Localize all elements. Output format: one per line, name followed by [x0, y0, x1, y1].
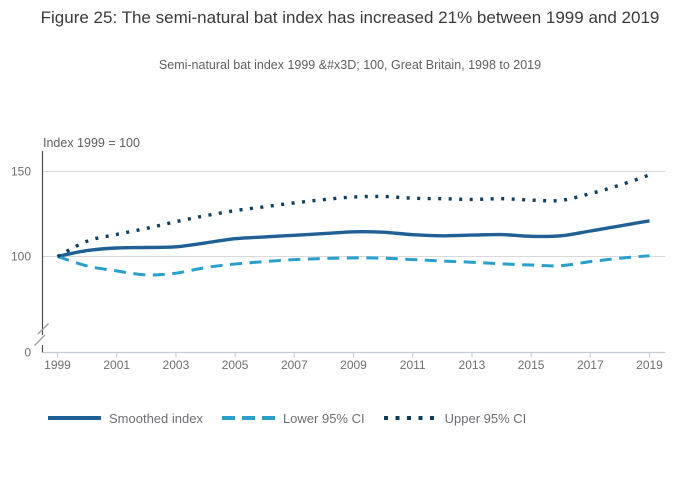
chart-legend: Smoothed index Lower 95% CI Upper 95% CI: [48, 409, 526, 427]
axis-break-icon: [34, 334, 46, 346]
line-chart: 1999 2001 2003 2005 2007 2009 2011 2013 2015 2017…: [11, 136, 666, 372]
x-tick-label: 1999: [44, 358, 71, 372]
x-tick-label: 2001: [103, 358, 130, 372]
series-line-lower-95-ci: [57, 254, 650, 277]
x-tick-label: 2013: [459, 358, 486, 372]
figure-title: Figure 25: The semi-natural bat index ha…: [40, 8, 660, 27]
x-tick-label: 2019: [636, 358, 663, 372]
legend-item-upper-ci: Upper 95% CI: [383, 410, 527, 426]
series-line-upper-95-ci: [56, 173, 651, 259]
legend-label: Lower 95% CI: [282, 410, 365, 426]
series-line-smoothed-index: [57, 219, 650, 259]
x-tick-label: 2015: [518, 358, 545, 372]
x-tick-label: 2007: [281, 358, 308, 372]
legend-label: Smoothed index: [109, 410, 203, 426]
figure-subtitle: Semi-natural bat index 1999 &#x3D; 100, …: [158, 58, 542, 72]
x-tick-label: 2009: [340, 358, 367, 372]
x-tick-label: 2011: [400, 358, 426, 372]
solid-line-swatch-icon: [48, 416, 101, 420]
x-tick-label: 2005: [222, 358, 249, 372]
chart-canvas: 1999 2001 2003 2005 2007 2009 2011 2013 2015 2017…: [0, 125, 700, 380]
y-tick-label: 0: [24, 346, 31, 360]
legend-item-lower-ci: Lower 95% CI: [221, 410, 365, 426]
legend-item-smoothed-index: Smoothed index: [48, 411, 203, 426]
dashed-line-swatch-icon: [221, 416, 275, 420]
axis-break-icon: [37, 323, 49, 335]
y-tick-label: 150: [11, 165, 31, 179]
y-tick-label: 100: [11, 250, 31, 264]
x-tick-label: 2003: [163, 358, 190, 372]
legend-label: Upper 95% CI: [444, 410, 527, 426]
y-axis-title: Index 1999 = 100: [43, 136, 140, 150]
x-tick-label: 2017: [577, 358, 604, 372]
dotted-line-swatch-icon: [383, 416, 437, 420]
